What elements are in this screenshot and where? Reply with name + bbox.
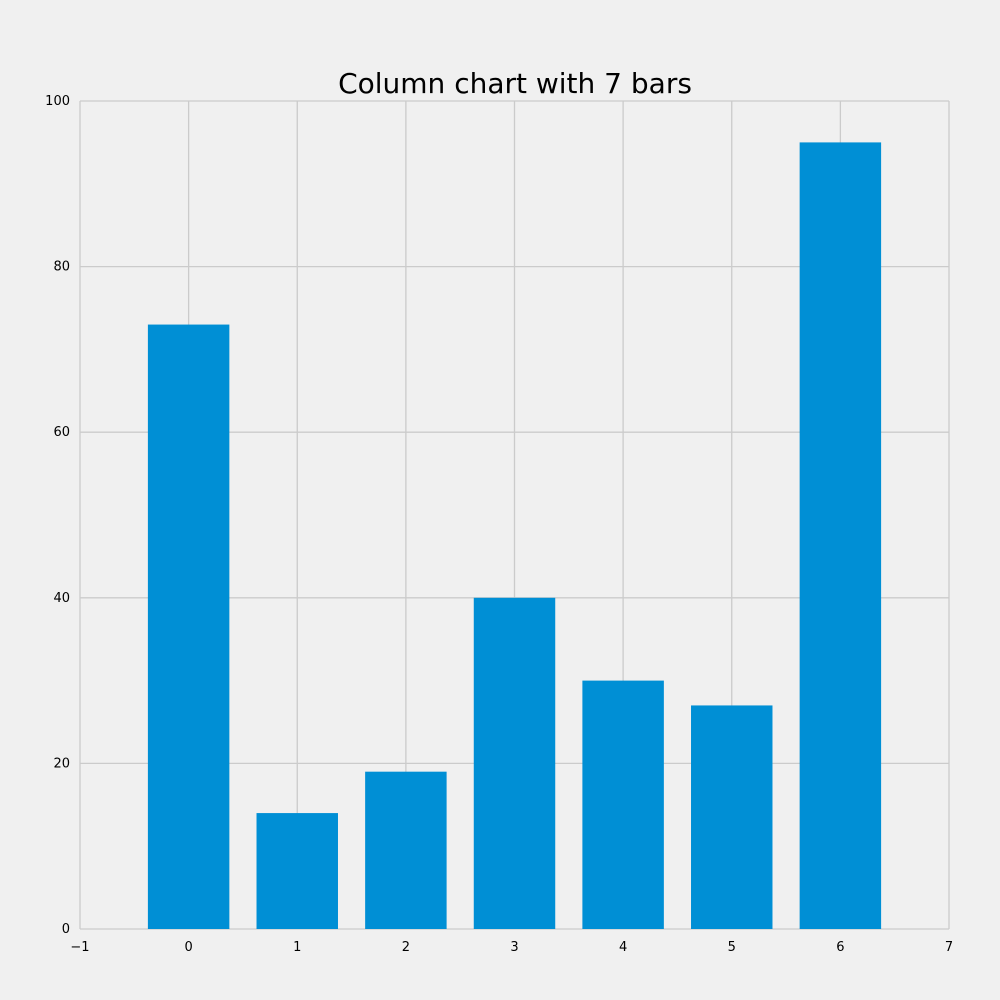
x-axis-ticks: −1 0 1 2 3 4 5 6 7	[70, 940, 953, 955]
x-tick-label: 0	[184, 940, 192, 955]
x-tick-label: −1	[70, 940, 89, 955]
x-tick-label: 7	[945, 940, 953, 955]
x-tick-label: 4	[619, 940, 627, 955]
x-tick-label: 2	[402, 940, 410, 955]
bar-6	[799, 142, 882, 929]
bar-4	[582, 680, 664, 929]
x-tick-label: 3	[510, 940, 518, 955]
y-tick-label: 100	[45, 94, 70, 109]
bar-1	[256, 813, 338, 929]
bar-0	[147, 324, 230, 929]
bar-2	[365, 771, 447, 929]
y-tick-label: 0	[62, 922, 70, 937]
x-tick-label: 1	[293, 940, 301, 955]
chart-title: Column chart with 7 bars	[338, 67, 692, 100]
bars	[147, 142, 882, 929]
y-axis-ticks: 0 20 40 60 80 100	[45, 94, 70, 937]
bar-5	[691, 705, 773, 929]
x-tick-label: 5	[728, 940, 736, 955]
bar-3	[473, 597, 556, 929]
x-tick-label: 6	[836, 940, 844, 955]
y-tick-label: 80	[53, 260, 70, 275]
y-tick-label: 60	[53, 425, 70, 440]
y-tick-label: 40	[53, 591, 70, 606]
y-tick-label: 20	[53, 756, 70, 771]
